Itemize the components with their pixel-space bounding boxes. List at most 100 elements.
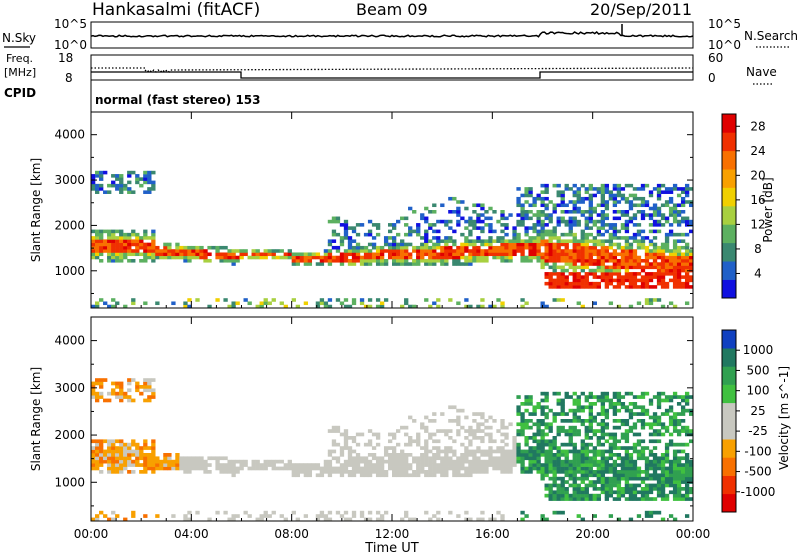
- power-cell: [588, 268, 593, 273]
- power-cell: [255, 255, 260, 260]
- velocity-cell: [612, 466, 618, 471]
- velocity-cell: [516, 429, 521, 433]
- power-cell: [291, 298, 296, 302]
- velocity-cell: [516, 405, 521, 410]
- velocity-cell: [644, 466, 650, 471]
- power-cell: [548, 213, 553, 217]
- power-cell: [504, 239, 509, 243]
- power-cell: [544, 229, 549, 234]
- power-cell: [644, 278, 650, 283]
- power-cell: [564, 203, 569, 208]
- noise-left-label: N.Sky: [2, 31, 36, 45]
- velocity-cell: [612, 442, 618, 447]
- power-cell: [680, 281, 686, 286]
- power-cell: [676, 268, 682, 273]
- velocity-cell: [652, 497, 658, 501]
- power-cell: [327, 239, 333, 243]
- power-cell: [367, 242, 373, 247]
- velocity-cell: [564, 493, 569, 498]
- velocity-cell: [219, 466, 224, 471]
- velocity-cell: [600, 422, 605, 427]
- velocity-cell: [620, 405, 626, 410]
- power-cell: [504, 255, 509, 260]
- velocity-cell: [263, 510, 268, 515]
- power-cell: [556, 272, 561, 276]
- power-cell: [672, 219, 678, 224]
- velocity-cell: [472, 463, 477, 467]
- power-cell: [560, 219, 565, 224]
- velocity-cell: [331, 449, 337, 454]
- velocity-cell: [576, 408, 581, 413]
- velocity-cell: [444, 446, 449, 450]
- velocity-cell: [624, 453, 630, 457]
- power-cell: [207, 304, 212, 309]
- power-cell: [379, 259, 385, 263]
- power-cell: [235, 249, 240, 253]
- velocity-cell: [167, 466, 172, 471]
- velocity-cell: [552, 497, 557, 501]
- power-cell: [644, 301, 650, 306]
- power-cell: [672, 278, 678, 283]
- power-cell: [552, 298, 557, 302]
- velocity-cell: [500, 419, 505, 423]
- velocity-cell: [668, 466, 674, 471]
- power-cell: [648, 278, 654, 283]
- velocity-cell: [604, 439, 610, 444]
- power-cell: [408, 252, 413, 257]
- power-cell: [135, 249, 140, 253]
- power-cell: [628, 265, 634, 270]
- power-cell: [556, 275, 561, 279]
- velocity-cell: [151, 378, 156, 382]
- power-cell: [516, 200, 521, 204]
- velocity-cell: [420, 422, 425, 427]
- power-cell: [660, 242, 666, 247]
- power-cell: [203, 252, 208, 257]
- power-cell: [355, 223, 361, 227]
- power-cell: [680, 268, 686, 273]
- velocity-cell: [436, 510, 441, 515]
- power-cell: [99, 259, 104, 263]
- power-cell: [508, 245, 513, 250]
- velocity-cell: [436, 470, 441, 474]
- power-cell: [616, 242, 622, 247]
- power-cell: [612, 255, 618, 260]
- velocity-cell: [612, 408, 618, 413]
- power-cell: [648, 249, 654, 253]
- velocity-cell: [652, 510, 658, 515]
- power-cell: [608, 190, 614, 194]
- power-cell: [664, 249, 670, 253]
- velocity-cell: [175, 459, 180, 464]
- power-cell: [500, 223, 505, 227]
- power-cell: [175, 255, 180, 260]
- power-cell: [95, 245, 100, 250]
- power-cell: [127, 170, 132, 175]
- velocity-cell: [371, 432, 377, 437]
- power-cell: [343, 304, 349, 309]
- power-cell: [576, 190, 581, 194]
- power-cell: [640, 278, 646, 283]
- velocity-cell: [560, 490, 565, 495]
- velocity-cell: [524, 395, 529, 399]
- power-cell: [520, 245, 525, 250]
- power-cell: [428, 210, 433, 214]
- velocity-cell: [576, 415, 581, 420]
- velocity-cell: [636, 473, 642, 478]
- velocity-cell: [588, 436, 593, 440]
- power-cell: [600, 262, 605, 266]
- velocity-cell: [636, 490, 642, 495]
- power-cell: [412, 229, 417, 234]
- velocity-cell: [107, 446, 112, 450]
- velocity-cell: [600, 473, 605, 478]
- velocity-cell: [111, 453, 116, 457]
- velocity-cell: [524, 422, 529, 427]
- velocity-cell: [367, 510, 373, 515]
- velocity-cell: [640, 493, 646, 498]
- velocity-cell: [363, 470, 369, 474]
- velocity-cell: [444, 432, 449, 437]
- power-cell: [592, 245, 597, 250]
- power-cell: [592, 206, 597, 211]
- colorbar-tick-label: -1000: [741, 485, 776, 499]
- power-cell: [528, 226, 533, 230]
- velocity-cell: [584, 497, 589, 501]
- velocity-cell: [544, 483, 549, 488]
